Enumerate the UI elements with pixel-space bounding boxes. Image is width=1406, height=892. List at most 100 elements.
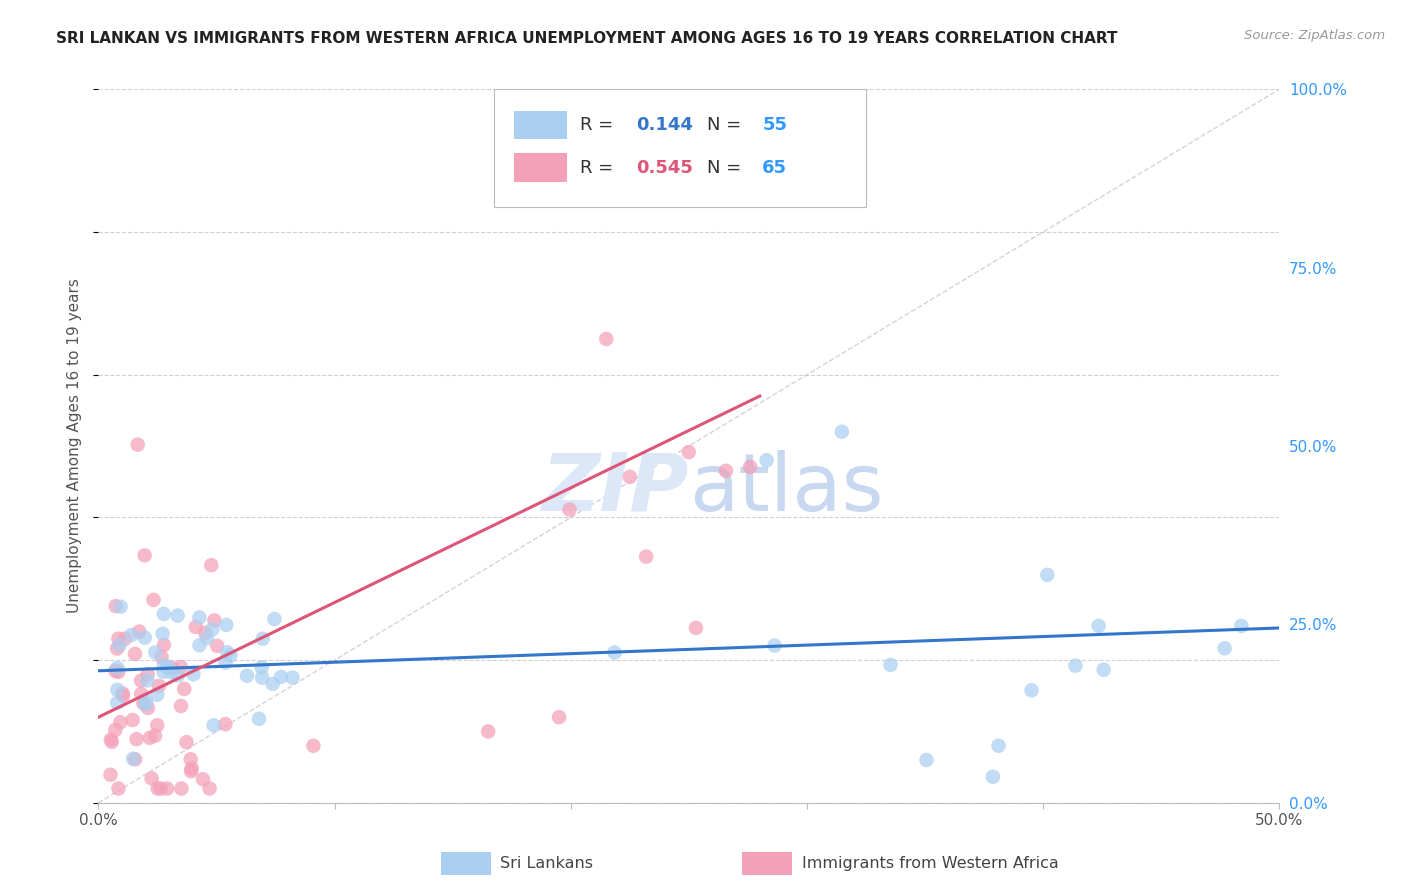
- Point: [124, 647, 146, 661]
- Point: [136, 701, 159, 715]
- Point: [1064, 658, 1087, 673]
- Point: [128, 624, 150, 639]
- Point: [105, 661, 128, 675]
- Point: [200, 558, 222, 573]
- Point: [281, 671, 304, 685]
- Point: [160, 665, 183, 680]
- Point: [915, 753, 938, 767]
- FancyBboxPatch shape: [441, 852, 491, 875]
- Point: [146, 688, 169, 702]
- Point: [104, 723, 127, 737]
- Point: [108, 638, 131, 652]
- Point: [981, 770, 1004, 784]
- Point: [134, 631, 156, 645]
- Point: [143, 645, 166, 659]
- Point: [879, 657, 901, 672]
- Point: [270, 670, 292, 684]
- Point: [100, 768, 122, 782]
- Point: [146, 718, 169, 732]
- Point: [685, 621, 707, 635]
- Point: [100, 732, 122, 747]
- Point: [129, 687, 152, 701]
- Point: [134, 698, 156, 712]
- Point: [136, 673, 159, 688]
- Text: N =: N =: [707, 116, 747, 134]
- Point: [1087, 619, 1109, 633]
- Point: [180, 761, 202, 775]
- Point: [558, 502, 581, 516]
- Text: 0.144: 0.144: [636, 116, 693, 134]
- Y-axis label: Unemployment Among Ages 16 to 19 years: Unemployment Among Ages 16 to 19 years: [67, 278, 83, 614]
- Text: R =: R =: [581, 159, 619, 177]
- Point: [219, 648, 242, 663]
- Point: [987, 739, 1010, 753]
- Point: [173, 681, 195, 696]
- Point: [121, 628, 143, 642]
- Point: [124, 752, 146, 766]
- Point: [152, 626, 174, 640]
- FancyBboxPatch shape: [742, 852, 792, 875]
- Point: [110, 715, 132, 730]
- Point: [183, 667, 205, 681]
- Point: [250, 671, 273, 685]
- Point: [105, 682, 128, 697]
- Point: [714, 464, 737, 478]
- Point: [214, 717, 236, 731]
- Point: [121, 713, 143, 727]
- Point: [135, 694, 157, 708]
- Text: Source: ZipAtlas.com: Source: ZipAtlas.com: [1244, 29, 1385, 42]
- Point: [114, 632, 136, 646]
- Point: [104, 664, 127, 678]
- Point: [122, 752, 145, 766]
- Point: [477, 724, 499, 739]
- Point: [1021, 683, 1043, 698]
- Point: [755, 453, 778, 467]
- Point: [110, 599, 132, 614]
- Point: [150, 649, 173, 664]
- Point: [125, 732, 148, 747]
- Point: [166, 608, 188, 623]
- Point: [215, 618, 238, 632]
- Point: [134, 549, 156, 563]
- Point: [214, 656, 236, 670]
- Point: [105, 641, 128, 656]
- Point: [107, 665, 129, 679]
- Point: [156, 660, 179, 674]
- Point: [548, 710, 571, 724]
- Point: [194, 625, 217, 640]
- Text: ZIP: ZIP: [541, 450, 689, 528]
- Point: [111, 686, 134, 700]
- Point: [170, 660, 193, 674]
- Point: [142, 592, 165, 607]
- Point: [107, 632, 129, 646]
- Text: 65: 65: [762, 159, 787, 177]
- Point: [636, 549, 658, 564]
- Point: [247, 712, 270, 726]
- Point: [101, 735, 124, 749]
- Point: [263, 612, 285, 626]
- Point: [153, 658, 176, 673]
- Point: [149, 781, 172, 796]
- Point: [160, 661, 183, 675]
- Point: [143, 729, 166, 743]
- Point: [170, 698, 193, 713]
- Point: [153, 638, 176, 652]
- Point: [180, 752, 202, 766]
- Point: [170, 781, 193, 796]
- Text: Immigrants from Western Africa: Immigrants from Western Africa: [803, 856, 1059, 871]
- Point: [603, 646, 626, 660]
- Text: atlas: atlas: [689, 450, 883, 528]
- FancyBboxPatch shape: [515, 153, 567, 182]
- Point: [678, 445, 700, 459]
- Point: [139, 731, 162, 745]
- Point: [146, 781, 169, 796]
- Point: [136, 667, 159, 681]
- Point: [252, 632, 274, 646]
- Point: [129, 673, 152, 688]
- Text: SRI LANKAN VS IMMIGRANTS FROM WESTERN AFRICA UNEMPLOYMENT AMONG AGES 16 TO 19 YE: SRI LANKAN VS IMMIGRANTS FROM WESTERN AF…: [56, 31, 1118, 46]
- Point: [262, 677, 284, 691]
- Point: [195, 631, 218, 645]
- Point: [1092, 663, 1115, 677]
- Point: [180, 764, 202, 779]
- Point: [188, 610, 211, 624]
